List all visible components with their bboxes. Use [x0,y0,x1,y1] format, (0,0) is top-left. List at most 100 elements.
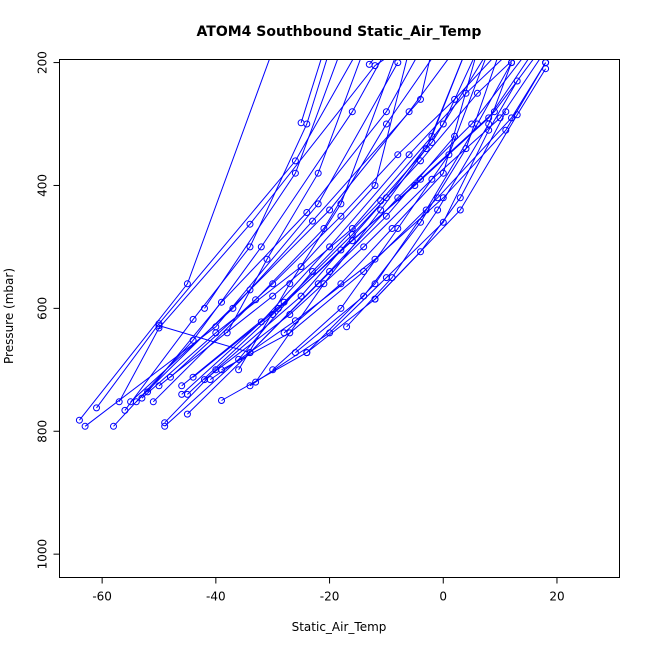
data-point [166,373,174,381]
series-line-7 [130,59,431,403]
data-point [252,378,260,386]
data-point [417,248,424,256]
data-point [422,206,430,214]
series-line-5 [118,59,385,403]
data-point [445,151,453,159]
series-line-11 [152,59,432,403]
data-point [451,95,459,103]
data-point [348,237,356,245]
data-point [314,200,322,208]
data-point [320,280,328,288]
data-point [360,292,368,300]
data-point [246,220,254,228]
data-point [497,47,503,53]
y-axis-label: Pressure (mbar) [2,268,16,364]
data-point [371,280,379,288]
data-point [280,329,288,337]
data-point [474,47,480,53]
data-point [513,77,521,85]
data-point [497,47,503,53]
series-line-8 [135,59,449,403]
data-point [218,397,225,404]
series-line-22 [209,62,547,381]
x-tick-label: -40 [206,590,226,604]
data-point [297,119,305,127]
data-point [218,298,225,306]
data-point [246,243,254,251]
data-point [291,169,299,177]
series-line-30 [346,62,512,328]
data-point [378,47,384,53]
series-line-4 [113,59,382,427]
series-line-9 [141,59,408,399]
data-point [183,280,191,288]
data-point [337,246,345,254]
data-point [155,324,163,332]
data-point [206,376,214,384]
data-point [303,349,311,357]
y-tick-label: 400 [36,174,50,197]
data-point [246,286,254,294]
data-point [456,206,464,214]
data-point [474,47,480,53]
data-point [377,206,385,214]
data-point [155,320,163,328]
data-point [486,47,492,53]
data-point [327,47,333,53]
data-point [537,47,543,53]
y-tick-label: 800 [36,420,50,443]
data-point [223,329,231,337]
series-line-1 [79,59,270,421]
data-point [297,292,305,300]
data-point [286,311,294,318]
series-line-28 [295,59,498,353]
data-point [246,349,254,357]
data-point [485,120,493,128]
series-line-34 [226,59,361,334]
data-point [337,200,345,208]
series-line-21 [204,59,541,380]
data-point [280,298,288,306]
data-point [531,47,537,53]
data-point [439,218,447,226]
data-point [463,47,469,53]
data-point [520,47,526,53]
series-line-18 [187,59,523,415]
series-line-25 [249,80,518,387]
series-layer [75,47,550,430]
data-point [314,169,322,177]
data-point [229,304,237,312]
series-line-15 [170,59,493,378]
data-point [252,296,260,304]
x-tick-label: -60 [92,590,112,604]
data-point [149,398,157,406]
data-point [429,47,435,53]
data-point [269,292,277,300]
data-point [155,382,163,390]
series-line-37 [255,59,463,383]
data-point [383,47,389,53]
data-point [452,47,458,53]
data-point [337,304,345,312]
series-line-16 [181,59,503,395]
x-tick-label: 20 [549,590,564,604]
series-line-23 [221,62,547,371]
series-line-6 [124,59,328,411]
series-line-27 [283,59,476,334]
series-line-14 [164,59,484,427]
data-point [270,47,276,53]
data-point [178,382,186,390]
data-point [320,225,328,232]
data-point [189,315,197,323]
data-point [218,366,225,374]
data-point [246,382,254,390]
data-point [456,194,464,202]
data-point [394,225,402,232]
series-line-38 [272,59,486,371]
data-point [326,268,334,275]
data-point [81,422,89,430]
data-point [360,243,368,251]
data-point [257,243,265,251]
data-point [395,47,401,53]
data-point [371,255,379,263]
